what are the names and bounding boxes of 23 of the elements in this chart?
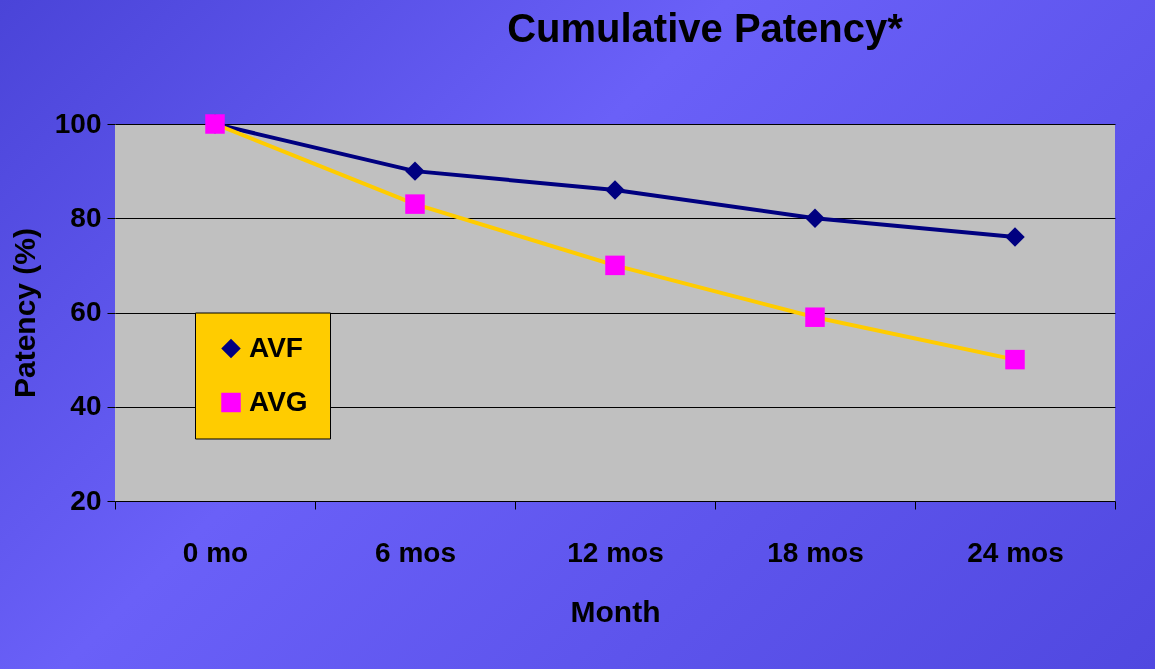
x-axis-title: Month [570, 594, 661, 628]
point [605, 180, 625, 200]
point [1005, 227, 1025, 247]
y-tick-label: 40 [70, 390, 102, 422]
x-tick-label: 6 mos [375, 536, 456, 568]
point [405, 161, 425, 181]
y-tick-label: 20 [70, 484, 102, 516]
legend-label: AVG [249, 385, 308, 417]
y-axis-title: Patency (%) [7, 227, 41, 399]
y-tick-label: 80 [70, 201, 102, 233]
x-tick-label: 0 mo [182, 536, 249, 568]
x-tick-label: 18 mos [767, 536, 864, 568]
point [805, 307, 825, 327]
chart-title: Cumulative Patency* [507, 6, 904, 50]
x-tick-label: 24 mos [967, 536, 1064, 568]
point [805, 208, 825, 228]
y-tick-label: 60 [70, 296, 102, 327]
point [605, 255, 625, 276]
point [405, 194, 425, 214]
point [1005, 349, 1025, 370]
legend-label: AVF [249, 331, 303, 363]
x-tick-label: 12 mos [567, 536, 664, 568]
y-tick-label: 100 [54, 107, 102, 139]
